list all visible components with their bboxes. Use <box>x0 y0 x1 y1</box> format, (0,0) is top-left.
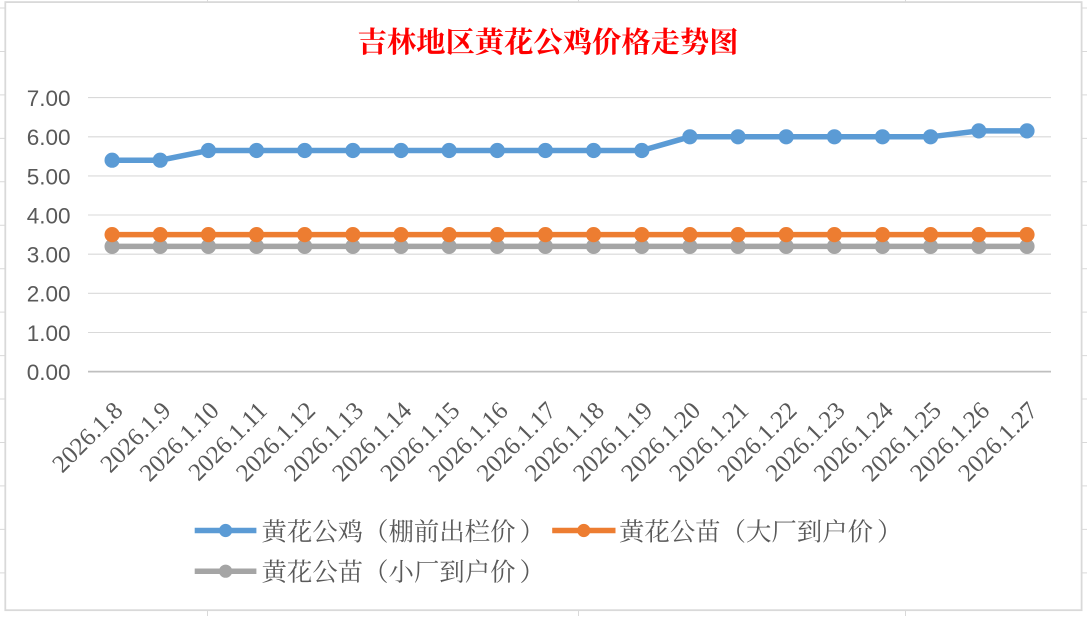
svg-text:0.00: 0.00 <box>27 360 71 385</box>
svg-text:1.00: 1.00 <box>27 321 71 346</box>
svg-text:7.00: 7.00 <box>27 86 71 111</box>
svg-text:3.00: 3.00 <box>27 243 71 268</box>
svg-text:6.00: 6.00 <box>27 125 71 150</box>
svg-text:2.00: 2.00 <box>27 282 71 307</box>
svg-text:5.00: 5.00 <box>27 164 71 189</box>
svg-text:4.00: 4.00 <box>27 203 71 228</box>
